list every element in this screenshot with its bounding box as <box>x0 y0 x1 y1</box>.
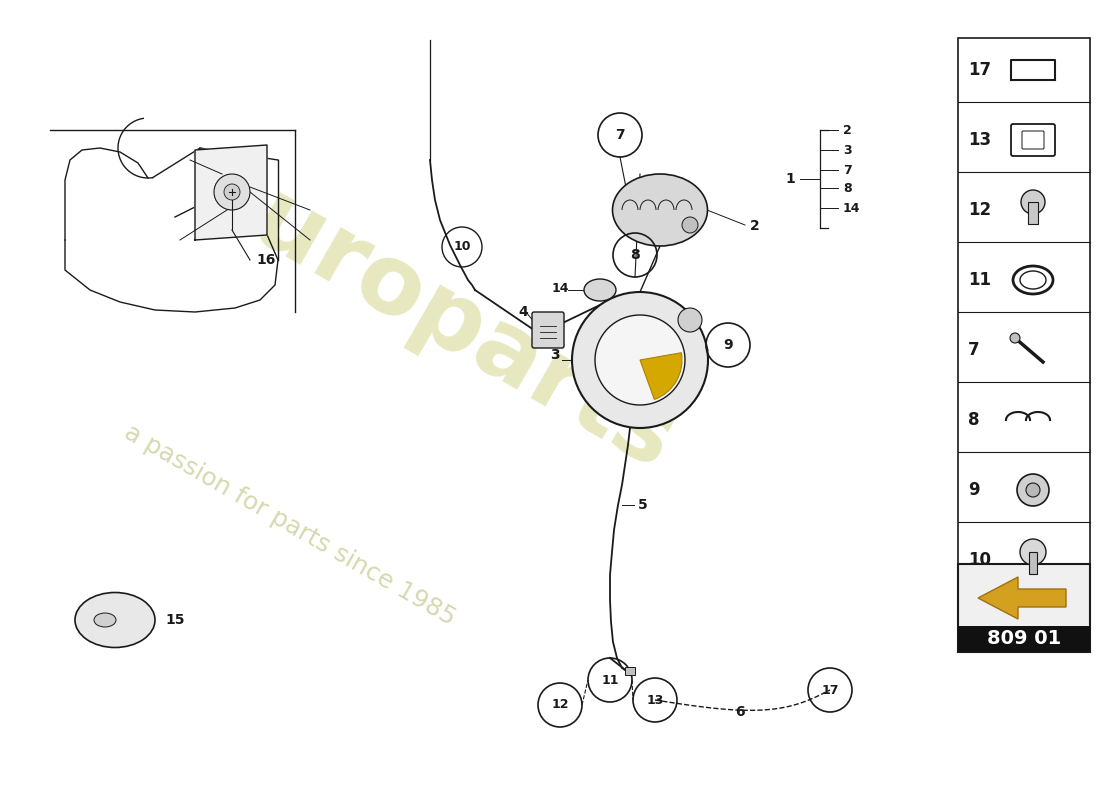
Text: 1: 1 <box>785 172 795 186</box>
Text: 3: 3 <box>550 348 560 362</box>
Circle shape <box>1026 483 1039 497</box>
Text: 10: 10 <box>968 551 991 569</box>
Text: 8: 8 <box>968 411 979 429</box>
Polygon shape <box>978 577 1066 619</box>
Bar <box>958 38 1090 592</box>
Text: 15: 15 <box>165 613 185 627</box>
Text: 13: 13 <box>968 131 991 149</box>
Text: 13: 13 <box>647 694 663 706</box>
Text: 11: 11 <box>602 674 618 686</box>
Circle shape <box>1010 333 1020 343</box>
FancyBboxPatch shape <box>532 312 564 348</box>
Wedge shape <box>640 353 682 399</box>
Circle shape <box>224 184 240 200</box>
Polygon shape <box>195 145 267 240</box>
Text: 11: 11 <box>968 271 991 289</box>
Text: 16: 16 <box>256 253 275 267</box>
Text: 12: 12 <box>551 698 569 711</box>
Text: 17: 17 <box>822 683 838 697</box>
Text: 7: 7 <box>615 128 625 142</box>
Text: 5: 5 <box>638 498 648 512</box>
Text: 4: 4 <box>518 305 528 319</box>
Text: a passion for parts since 1985: a passion for parts since 1985 <box>120 420 460 630</box>
Bar <box>625 667 635 675</box>
Text: 8: 8 <box>630 248 640 262</box>
Text: 2: 2 <box>750 219 760 233</box>
Text: 7: 7 <box>843 163 851 177</box>
Circle shape <box>595 315 685 405</box>
Circle shape <box>214 174 250 210</box>
Text: 9: 9 <box>723 338 733 352</box>
Text: 12: 12 <box>968 201 991 219</box>
Circle shape <box>1020 539 1046 565</box>
Text: 17: 17 <box>968 61 991 79</box>
Text: 10: 10 <box>453 241 471 254</box>
Text: 2: 2 <box>843 123 851 137</box>
Circle shape <box>1021 190 1045 214</box>
Bar <box>958 626 1090 652</box>
Text: 9: 9 <box>968 481 980 499</box>
Ellipse shape <box>584 279 616 301</box>
Text: 14: 14 <box>552 282 570 294</box>
Ellipse shape <box>94 613 115 627</box>
Circle shape <box>572 292 708 428</box>
Circle shape <box>1018 474 1049 506</box>
Ellipse shape <box>613 174 707 246</box>
Text: 14: 14 <box>843 202 860 214</box>
Bar <box>1028 202 1038 224</box>
Circle shape <box>682 217 698 233</box>
Text: europarts: europarts <box>180 141 692 490</box>
Text: 6: 6 <box>735 705 745 719</box>
Bar <box>1028 552 1037 574</box>
Circle shape <box>678 308 702 332</box>
Text: 3: 3 <box>843 143 851 157</box>
Ellipse shape <box>75 593 155 647</box>
FancyBboxPatch shape <box>958 564 1090 652</box>
Text: 809 01: 809 01 <box>987 630 1062 649</box>
Text: 8: 8 <box>843 182 851 194</box>
Text: 7: 7 <box>968 341 980 359</box>
